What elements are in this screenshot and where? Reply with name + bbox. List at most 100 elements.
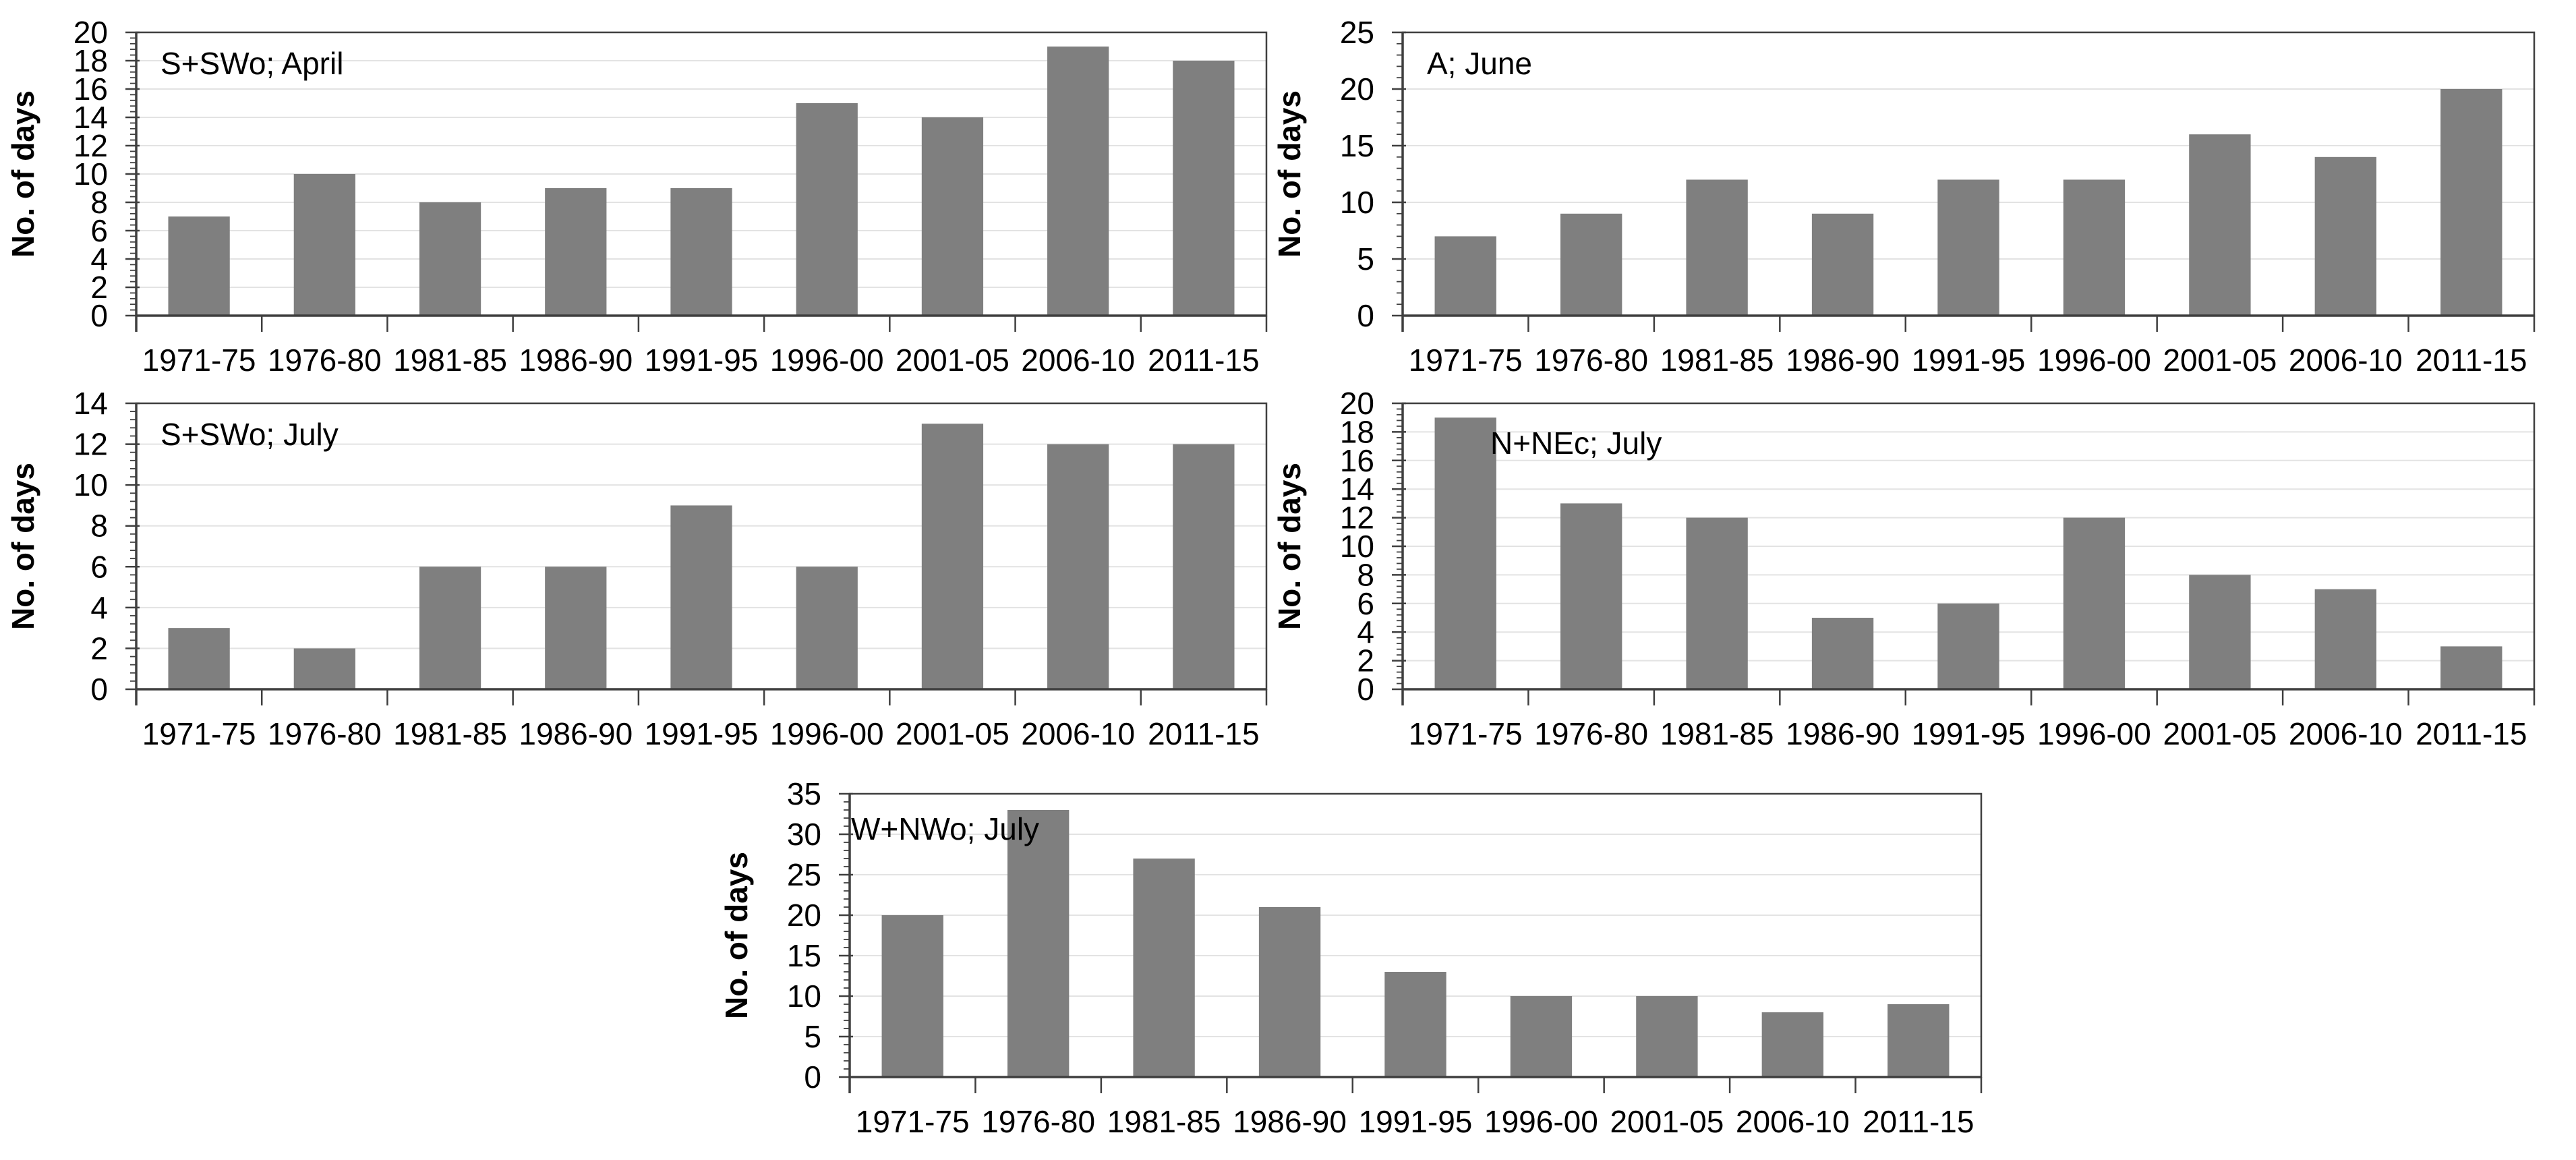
chart-w-nwo-july: 0 5 10 15 20 25 30 35 1971-75 1976-80 1981-85 1986-…: [719, 776, 1983, 1139]
bar-1991-95: [1937, 603, 1999, 689]
y-tick-label: 8: [90, 185, 108, 220]
x-tick-label: 1976-80: [1534, 343, 1648, 378]
chart-title: W+NWo; July: [851, 811, 1039, 846]
y-tick-label: 12: [74, 427, 108, 462]
x-tick-label: 1976-80: [1534, 716, 1648, 751]
x-tick-label: 2001-05: [896, 343, 1009, 378]
bar-1971-75: [1434, 417, 1496, 689]
x-tick-label: 1976-80: [268, 343, 382, 378]
x-tick-label: 1991-95: [645, 716, 759, 751]
bar-2011-15: [1887, 1004, 1950, 1077]
y-tick-label: 20: [787, 898, 821, 933]
bar-1986-90: [1811, 618, 1874, 689]
bar-1986-90: [1811, 213, 1874, 316]
x-tick-label: 2006-10: [1021, 716, 1135, 751]
bar-1976-80: [1560, 503, 1622, 689]
bar-1986-90: [1258, 907, 1321, 1077]
bar-2011-15: [2440, 89, 2502, 316]
x-tick-label: 1981-85: [1660, 343, 1774, 378]
bar-2001-05: [1636, 996, 1698, 1077]
bar-2006-10: [1761, 1012, 1824, 1077]
x-tick-label: 2011-15: [1863, 1104, 1974, 1139]
y-tick-label: 18: [1340, 414, 1374, 449]
x-tick-label: 2001-05: [1610, 1104, 1724, 1139]
x-tick-label: 1981-85: [1107, 1104, 1221, 1139]
y-tick-label: 5: [1357, 241, 1374, 277]
chart-a-june: 0 5 10 15 20 25 1971-75 1976-80 1981-85 1986-90 19…: [1272, 15, 2536, 378]
bar-1996-00: [2063, 517, 2126, 689]
bar-1981-85: [419, 202, 481, 316]
y-tick-label: 8: [90, 509, 108, 544]
x-tick-label: 1986-90: [1786, 716, 1900, 751]
x-tick-label: 1986-90: [519, 716, 633, 751]
x-tick-label: 2001-05: [2163, 343, 2277, 378]
y-tick-label: 25: [787, 857, 821, 892]
bar-2001-05: [921, 117, 984, 316]
y-tick-label: 0: [90, 672, 108, 707]
x-tick-label: 1996-00: [2037, 716, 2151, 751]
y-tick-label: 6: [1357, 586, 1374, 621]
y-tick-label: 12: [74, 128, 108, 163]
x-tick-label: 1996-00: [770, 343, 884, 378]
bar-1986-90: [545, 567, 607, 689]
bar-1981-85: [1133, 859, 1195, 1077]
y-tick-label: 0: [804, 1060, 821, 1095]
bar-1976-80: [293, 648, 355, 689]
y-tick-label: 10: [74, 156, 108, 192]
y-tick-label: 4: [90, 590, 108, 625]
chart-title: S+SWo; July: [160, 417, 339, 452]
x-tick-label: 2011-15: [1148, 716, 1259, 751]
x-tick-label: 2006-10: [1021, 343, 1135, 378]
bar-1971-75: [881, 915, 943, 1077]
y-tick-label: 10: [1340, 529, 1374, 564]
y-tick-label: 4: [1357, 614, 1374, 649]
bar-1971-75: [168, 628, 230, 689]
y-tick-label: 0: [1357, 298, 1374, 333]
bar-2001-05: [921, 424, 984, 689]
bar-2001-05: [2189, 575, 2251, 689]
y-axis-title: No. of days: [1272, 90, 1307, 258]
y-axis-title: No. of days: [5, 90, 40, 258]
y-tick-label: 12: [1340, 500, 1374, 535]
y-tick-label: 5: [804, 1019, 821, 1054]
bar-2006-10: [2314, 589, 2377, 689]
bar-1971-75: [1434, 236, 1496, 316]
x-tick-label: 2001-05: [896, 716, 1009, 751]
x-tick-label: 1986-90: [1233, 1104, 1347, 1139]
bar-1981-85: [419, 567, 481, 689]
y-axis-title: No. of days: [719, 852, 754, 1019]
x-tick-label: 2011-15: [2416, 716, 2527, 751]
y-axis-title: No. of days: [5, 463, 40, 630]
chart-title: S+SWo; April: [160, 46, 343, 81]
x-tick-label: 2011-15: [1148, 343, 1259, 378]
bar-1996-00: [2063, 179, 2126, 316]
x-tick-label: 1971-75: [142, 716, 256, 751]
y-tick-label: 20: [74, 15, 108, 50]
x-tick-label: 1981-85: [393, 343, 507, 378]
bar-2006-10: [2314, 156, 2377, 316]
y-tick-label: 18: [74, 43, 108, 78]
x-tick-label: 1986-90: [1786, 343, 1900, 378]
chart-title: N+NEc; July: [1490, 426, 1662, 461]
x-tick-label: 1971-75: [142, 343, 256, 378]
x-tick-label: 1971-75: [1409, 716, 1523, 751]
bar-1976-80: [293, 174, 355, 316]
y-tick-label: 30: [787, 817, 821, 852]
x-tick-label: 1996-00: [2037, 343, 2151, 378]
y-tick-label: 6: [90, 549, 108, 584]
y-tick-label: 10: [787, 979, 821, 1014]
x-tick-label: 2011-15: [2416, 343, 2527, 378]
x-tick-label: 2006-10: [2289, 716, 2403, 751]
bar-1991-95: [1384, 972, 1446, 1077]
y-tick-label: 2: [1357, 643, 1374, 678]
bar-1996-00: [796, 567, 858, 689]
x-tick-label: 1996-00: [1484, 1104, 1598, 1139]
bar-1981-85: [1686, 179, 1748, 316]
bar-2011-15: [1173, 61, 1235, 316]
x-tick-label: 1991-95: [1912, 343, 2026, 378]
x-tick-label: 1976-80: [981, 1104, 1095, 1139]
chart-title: A; June: [1427, 46, 1532, 81]
